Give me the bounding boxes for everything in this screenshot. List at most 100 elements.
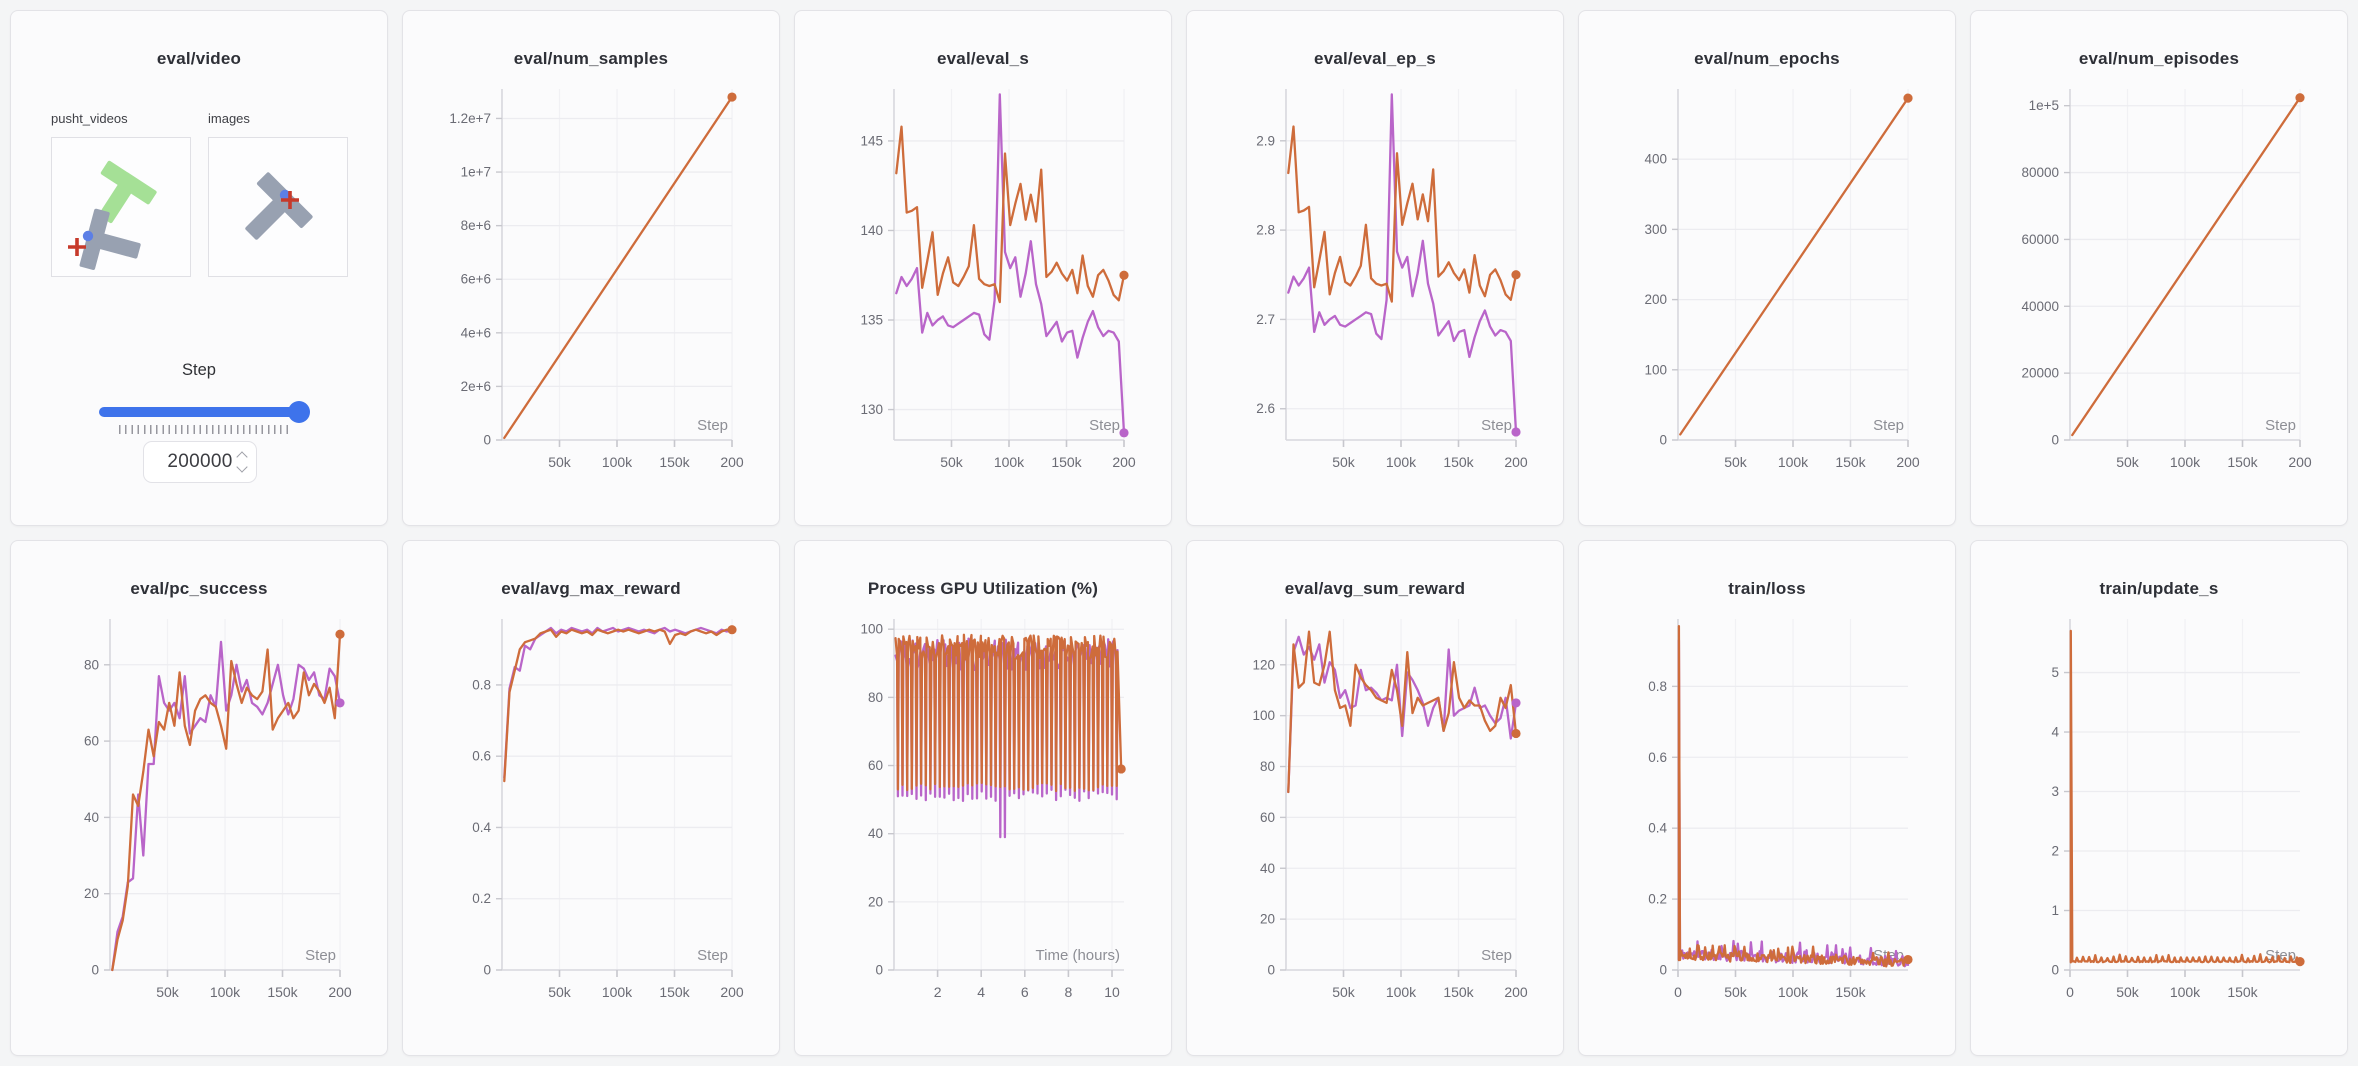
svg-text:50k: 50k — [548, 454, 572, 470]
svg-text:120: 120 — [1252, 657, 1275, 672]
chart-eval-avg-sum-reward[interactable]: 50k 100k 150k 200 0 20 40 60 80 100 120 Step — [1187, 613, 1563, 1033]
step-value[interactable]: 200000 — [167, 451, 233, 472]
svg-text:8: 8 — [1065, 984, 1073, 1000]
svg-text:150k: 150k — [267, 984, 298, 1000]
svg-text:8e+6: 8e+6 — [461, 218, 491, 233]
chart-eval-num-episodes[interactable]: 50k 100k 150k 200 0 20000 40000 60000 80000 1e+5 S… — [1971, 83, 2347, 503]
panel-train-loss: train/loss 0 50k 100k 150k 0 0.2 0.4 0.6 0.8 Step — [1578, 540, 1956, 1056]
chart-eval-eval-ep-s[interactable]: 50k 100k 150k 200 2.6 2.7 2.8 2.9 Step — [1187, 83, 1563, 503]
svg-text:50k: 50k — [940, 454, 964, 470]
svg-text:5: 5 — [2051, 665, 2059, 680]
svg-text:100: 100 — [860, 622, 883, 637]
decrement-icon[interactable] — [236, 461, 248, 473]
media-panel-title: eval/video — [156, 49, 242, 68]
svg-text:1e+7: 1e+7 — [461, 165, 491, 180]
chart-title: eval/num_episodes — [2078, 49, 2240, 68]
svg-text:20000: 20000 — [2021, 366, 2059, 381]
svg-text:200: 200 — [720, 454, 744, 470]
panel-gpu-utilization: Process GPU Utilization (%) 2 4 6 8 10 0 20 40 6… — [794, 540, 1172, 1056]
pusht-videos-thumbnail[interactable] — [51, 137, 191, 277]
svg-text:0: 0 — [2066, 984, 2074, 1000]
svg-text:50k: 50k — [156, 984, 180, 1000]
svg-text:50k: 50k — [1724, 454, 1748, 470]
panel-eval-eval-s: eval/eval_s 50k 100k 150k 200 130 135 140 145 St… — [794, 10, 1172, 526]
svg-text:0: 0 — [91, 963, 99, 978]
svg-text:150k: 150k — [2227, 984, 2258, 1000]
chart-eval-num-samples[interactable]: 50k 100k 150k 200 0 2e+6 4e+6 6e+6 8e+6 1e+7 1.2e+… — [403, 83, 779, 503]
svg-text:80: 80 — [1260, 759, 1275, 774]
svg-text:0: 0 — [483, 433, 491, 448]
svg-text:150k: 150k — [1443, 984, 1474, 1000]
chart-eval-eval-s[interactable]: 50k 100k 150k 200 130 135 140 145 Step — [795, 83, 1171, 503]
chart-title: eval/avg_sum_reward — [1284, 579, 1466, 598]
svg-text:60000: 60000 — [2021, 232, 2059, 247]
svg-text:100k: 100k — [2170, 984, 2201, 1000]
step-slider[interactable] — [99, 401, 310, 423]
svg-text:100k: 100k — [602, 454, 633, 470]
svg-text:1.2e+7: 1.2e+7 — [449, 111, 491, 126]
step-slider-track[interactable] — [99, 407, 301, 417]
svg-text:135: 135 — [860, 313, 883, 328]
chart-eval-pc-success[interactable]: 50k 100k 150k 200 0 20 40 60 80 Step — [11, 613, 387, 1033]
svg-text:10: 10 — [1104, 984, 1120, 1000]
svg-text:80: 80 — [868, 690, 883, 705]
step-slider-ticks — [119, 425, 291, 434]
chart-train-loss[interactable]: 0 50k 100k 150k 0 0.2 0.4 0.6 0.8 Step — [1579, 613, 1955, 1033]
step-number-input[interactable]: 200000 — [143, 441, 257, 483]
svg-text:60: 60 — [84, 734, 99, 749]
chart-train-update-s[interactable]: 0 50k 100k 150k 0 1 2 3 4 5 Step — [1971, 613, 2347, 1033]
svg-text:130: 130 — [860, 402, 883, 417]
chart-title: eval/avg_max_reward — [501, 579, 681, 598]
svg-text:100k: 100k — [602, 984, 633, 1000]
svg-text:100: 100 — [1252, 708, 1275, 723]
svg-text:0.4: 0.4 — [1648, 821, 1667, 836]
svg-text:80000: 80000 — [2021, 165, 2059, 180]
chart-eval-avg-max-reward[interactable]: 50k 100k 150k 200 0 0.2 0.4 0.6 0.8 Step — [403, 613, 779, 1033]
agent-dot-icon — [82, 230, 94, 242]
svg-text:0: 0 — [2051, 963, 2059, 978]
panel-eval-avg-sum-reward: eval/avg_sum_reward 50k 100k 150k 200 0 20 40 6… — [1186, 540, 1564, 1056]
svg-text:Step: Step — [305, 947, 336, 964]
images-thumbnail[interactable] — [208, 137, 348, 277]
svg-text:Step: Step — [1873, 417, 1904, 434]
panel-train-update-s: train/update_s 0 50k 100k 150k 0 1 2 3 4 5 Step — [1970, 540, 2348, 1056]
step-slider-thumb[interactable] — [288, 401, 310, 423]
svg-text:200: 200 — [720, 984, 744, 1000]
svg-text:150k: 150k — [659, 454, 690, 470]
svg-text:140: 140 — [860, 223, 883, 238]
chart-eval-num-epochs[interactable]: 50k 100k 150k 200 0 100 200 300 400 Step — [1579, 83, 1955, 503]
svg-text:20: 20 — [868, 894, 883, 909]
svg-text:40000: 40000 — [2021, 299, 2059, 314]
svg-text:100: 100 — [1644, 362, 1667, 377]
svg-text:0.6: 0.6 — [472, 749, 491, 764]
svg-text:100k: 100k — [1778, 984, 1809, 1000]
chart-title: train/update_s — [2099, 579, 2219, 598]
svg-text:Step: Step — [2265, 417, 2296, 434]
svg-text:100k: 100k — [994, 454, 1025, 470]
chart-gpu-utilization[interactable]: 2 4 6 8 10 0 20 40 60 80 100 Time (hours) — [795, 613, 1171, 1033]
svg-text:150k: 150k — [1835, 984, 1866, 1000]
svg-text:100k: 100k — [1386, 454, 1417, 470]
svg-text:0: 0 — [1659, 433, 1667, 448]
stepper-buttons[interactable] — [236, 451, 248, 473]
svg-text:Step: Step — [1089, 417, 1120, 434]
svg-text:0.6: 0.6 — [1648, 750, 1667, 765]
panel-eval-pc-success: eval/pc_success 50k 100k 150k 200 0 20 40 60 80 S… — [10, 540, 388, 1056]
svg-text:Time (hours): Time (hours) — [1036, 947, 1120, 964]
images-label: images — [208, 111, 250, 126]
svg-text:200: 200 — [1644, 292, 1667, 307]
svg-text:2: 2 — [2051, 844, 2059, 859]
svg-text:100k: 100k — [210, 984, 241, 1000]
svg-text:2.6: 2.6 — [1256, 401, 1275, 416]
svg-text:6e+6: 6e+6 — [461, 272, 491, 287]
step-slider-label: Step — [182, 361, 216, 379]
svg-text:200: 200 — [328, 984, 352, 1000]
svg-text:Step: Step — [697, 417, 728, 434]
panel-eval-avg-max-reward: eval/avg_max_reward 50k 100k 150k 200 0 0.2 0.… — [402, 540, 780, 1056]
svg-text:200: 200 — [1112, 454, 1136, 470]
svg-text:4e+6: 4e+6 — [461, 325, 491, 340]
svg-text:50k: 50k — [1724, 984, 1748, 1000]
svg-text:60: 60 — [1260, 810, 1275, 825]
goal-cross-icon — [68, 238, 86, 256]
